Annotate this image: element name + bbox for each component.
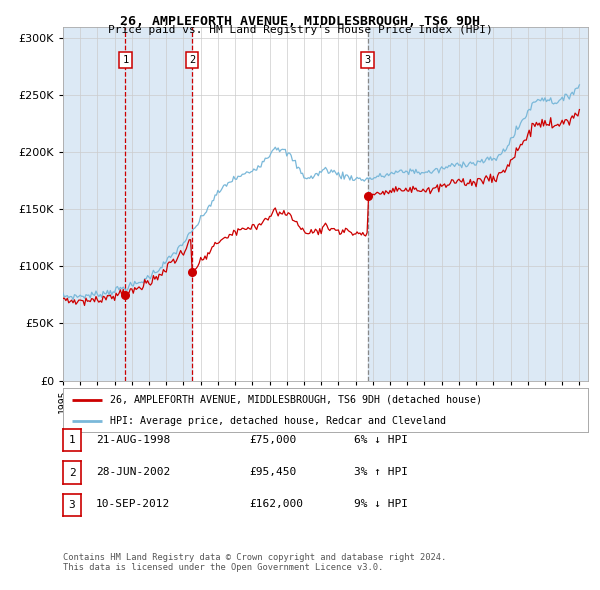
- Text: 1: 1: [122, 55, 128, 65]
- Text: 26, AMPLEFORTH AVENUE, MIDDLESBROUGH, TS6 9DH (detached house): 26, AMPLEFORTH AVENUE, MIDDLESBROUGH, TS…: [110, 395, 482, 405]
- Text: HPI: Average price, detached house, Redcar and Cleveland: HPI: Average price, detached house, Redc…: [110, 416, 446, 426]
- Text: Contains HM Land Registry data © Crown copyright and database right 2024.: Contains HM Land Registry data © Crown c…: [63, 553, 446, 562]
- Text: £95,450: £95,450: [249, 467, 296, 477]
- Bar: [125, 27, 192, 381]
- Text: 28-JUN-2002: 28-JUN-2002: [96, 467, 170, 477]
- Text: £75,000: £75,000: [249, 435, 296, 444]
- Text: 2: 2: [189, 55, 195, 65]
- Text: 3: 3: [364, 55, 371, 65]
- Text: This data is licensed under the Open Government Licence v3.0.: This data is licensed under the Open Gov…: [63, 563, 383, 572]
- Text: 10-SEP-2012: 10-SEP-2012: [96, 500, 170, 509]
- Text: 3% ↑ HPI: 3% ↑ HPI: [354, 467, 408, 477]
- Bar: [367, 27, 588, 381]
- Text: Price paid vs. HM Land Registry's House Price Index (HPI): Price paid vs. HM Land Registry's House …: [107, 25, 493, 35]
- Text: 2: 2: [68, 468, 76, 477]
- Text: 6% ↓ HPI: 6% ↓ HPI: [354, 435, 408, 444]
- Text: 1: 1: [68, 435, 76, 445]
- Text: 9% ↓ HPI: 9% ↓ HPI: [354, 500, 408, 509]
- Text: 21-AUG-1998: 21-AUG-1998: [96, 435, 170, 444]
- Text: 26, AMPLEFORTH AVENUE, MIDDLESBROUGH, TS6 9DH: 26, AMPLEFORTH AVENUE, MIDDLESBROUGH, TS…: [120, 15, 480, 28]
- Text: 3: 3: [68, 500, 76, 510]
- Text: £162,000: £162,000: [249, 500, 303, 509]
- Bar: [63, 27, 125, 381]
